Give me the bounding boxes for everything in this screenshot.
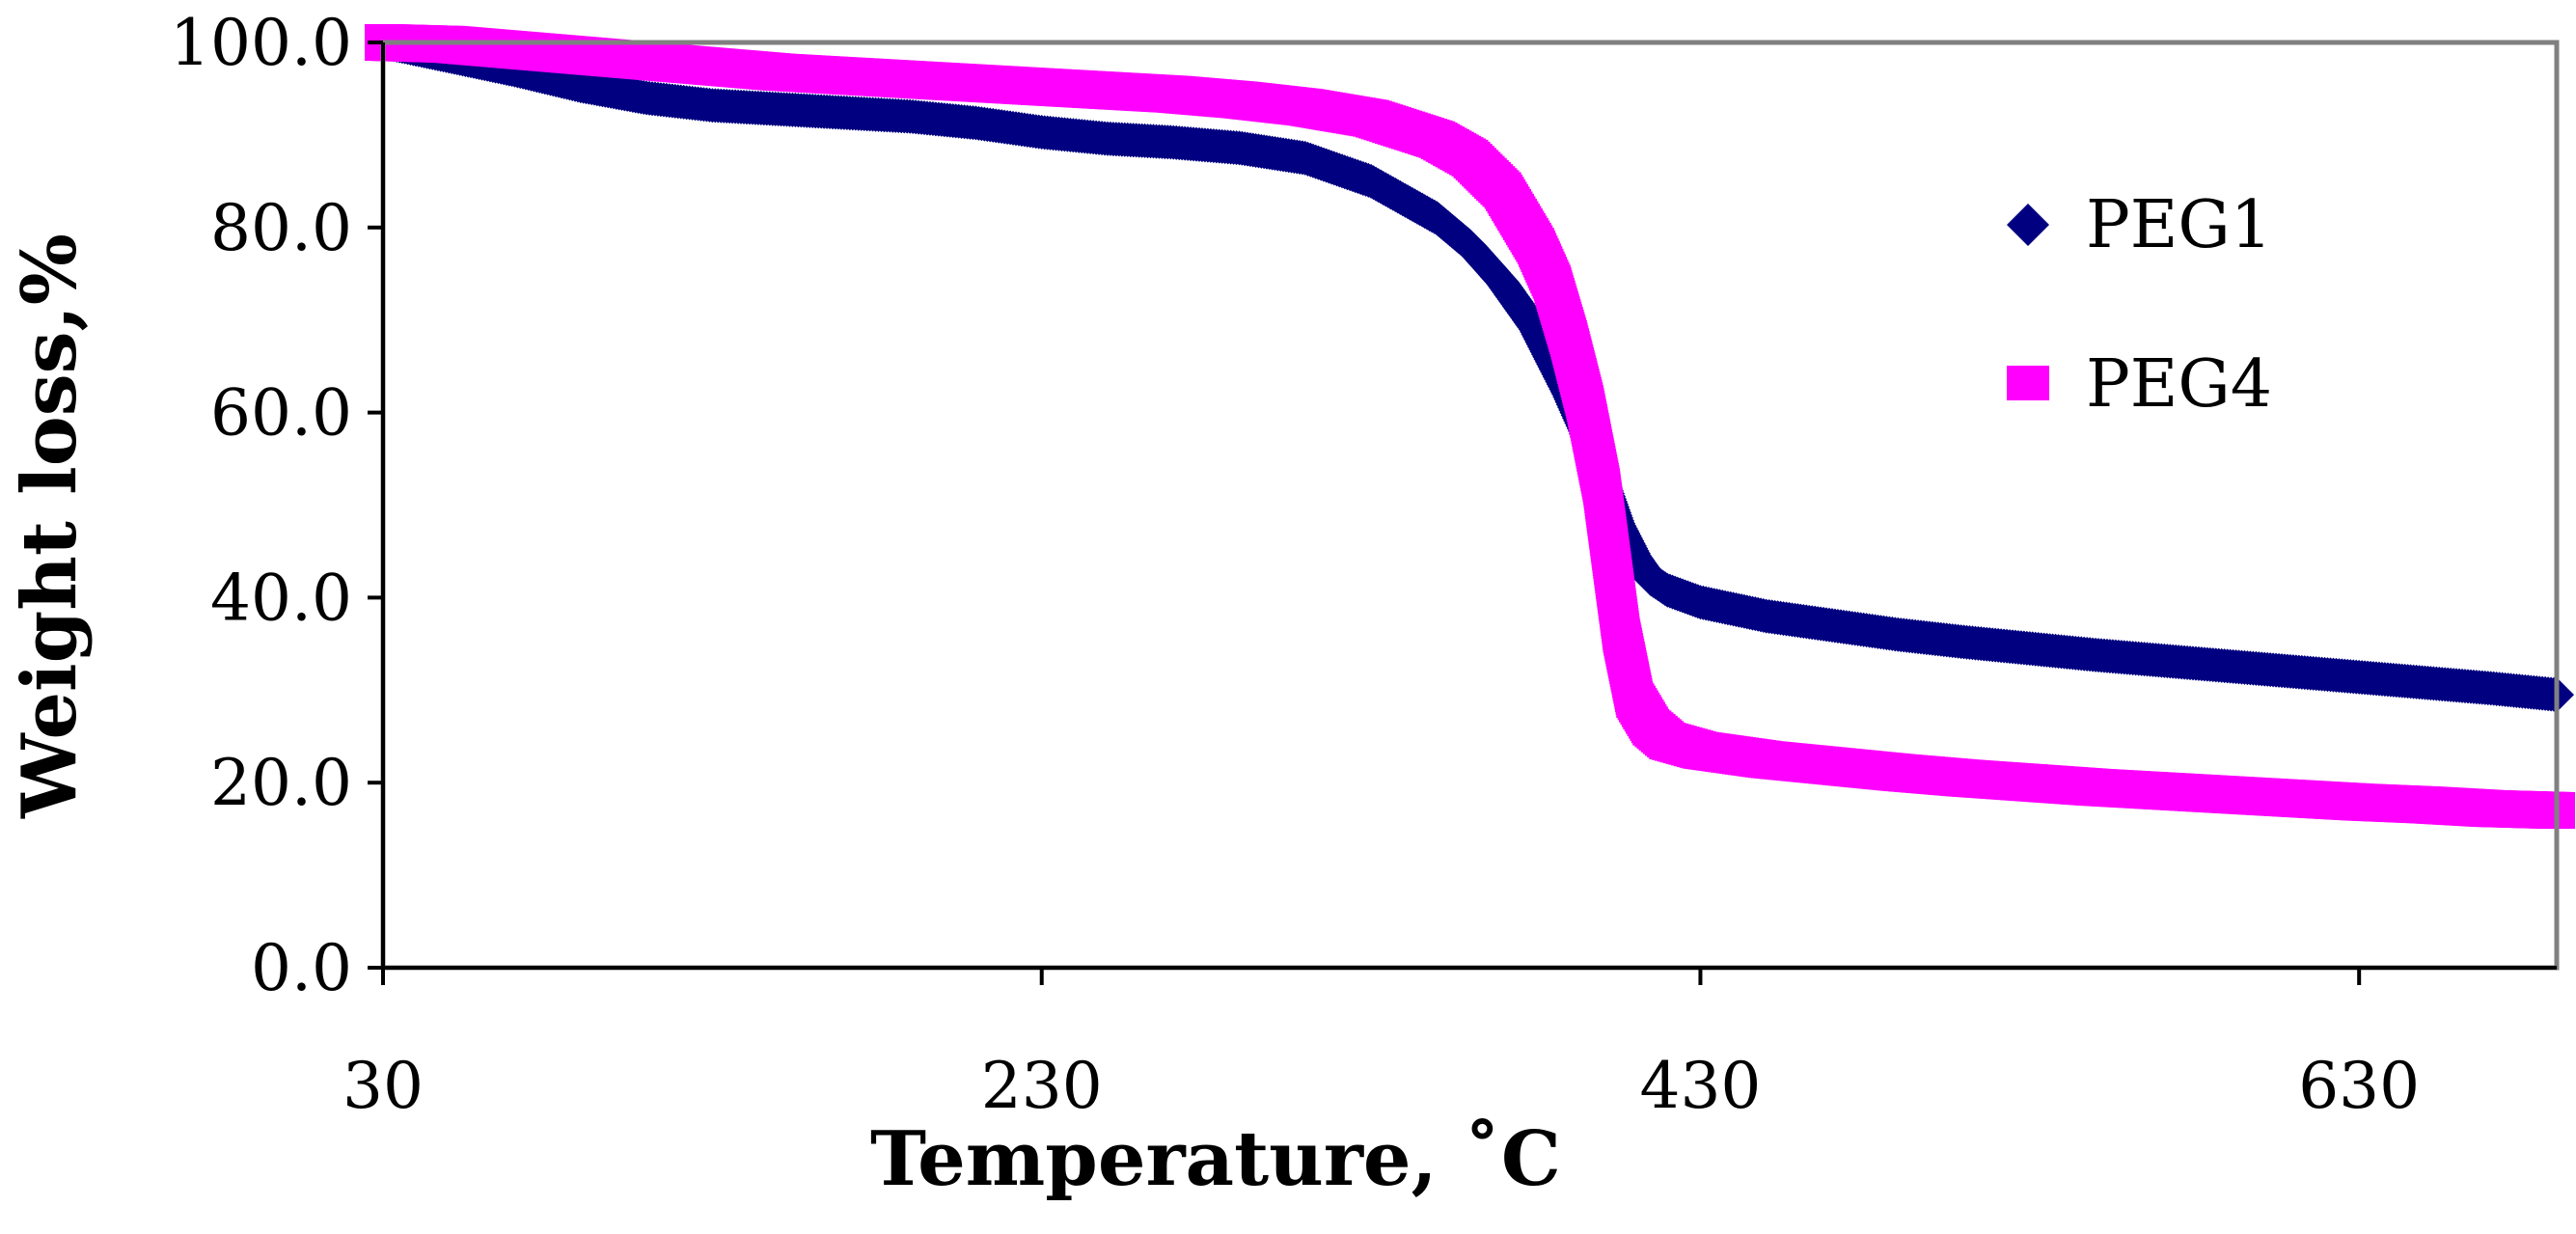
- y-tick-label: 20.0: [210, 746, 352, 820]
- y-tick-label: 80.0: [210, 191, 352, 265]
- x-axis-title: Temperature, ˚C: [870, 1115, 1561, 1203]
- legend-item-peg4: PEG4: [2007, 346, 2272, 423]
- legend-item-peg1: PEG1: [2007, 187, 2272, 263]
- series-peg4: [365, 24, 2575, 829]
- x-tick-label: 230: [981, 1049, 1103, 1123]
- y-tick-label: 60.0: [210, 376, 352, 451]
- x-tick-label: 430: [1639, 1049, 1761, 1123]
- legend-label-peg4: PEG4: [2086, 346, 2272, 423]
- y-tick-label: 0.0: [251, 931, 352, 1005]
- plot-marks: [365, 24, 2575, 829]
- y-tick-label: 100.0: [170, 6, 352, 80]
- series-peg1: [366, 25, 2574, 713]
- y-axis-title: Weight loss,%: [6, 233, 94, 819]
- x-tick-label: 630: [2298, 1049, 2420, 1123]
- legend-marker-diamond: [2007, 204, 2049, 246]
- legend-label-peg1: PEG1: [2086, 187, 2272, 263]
- axis-tick-labels: 0.0 20.0 40.0 60.0 80.0 100.0 30 230 430 630: [170, 6, 2420, 1123]
- axis-ticks: [368, 41, 2362, 985]
- legend-marker-square: [2007, 366, 2049, 400]
- y-tick-label: 40.0: [210, 561, 352, 635]
- x-tick-label: 30: [343, 1049, 424, 1123]
- legend: PEG1 PEG4: [2007, 187, 2272, 423]
